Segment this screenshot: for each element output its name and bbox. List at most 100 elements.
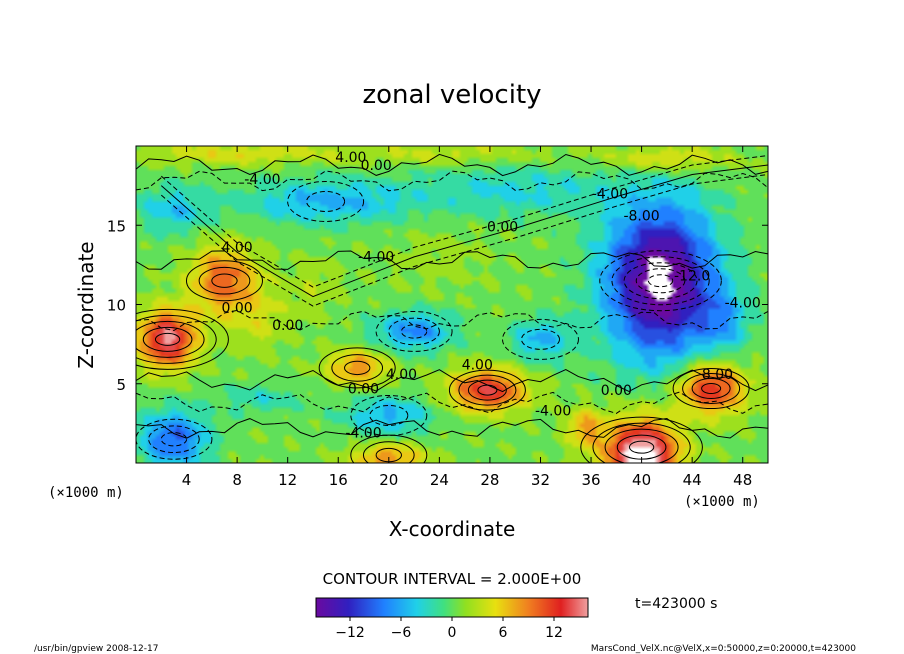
colorbar-tick-label: −6 (391, 625, 412, 641)
contour-line (611, 256, 710, 306)
contour-line (362, 441, 415, 463)
footer-right: MarsCond_VelX.nc@VelX,x=0:50000,z=0:2000… (591, 644, 856, 654)
contour-line (458, 374, 517, 406)
x-tick-label: 40 (632, 471, 651, 489)
contour-line (388, 317, 440, 346)
contour-line (520, 328, 560, 350)
contour-line (160, 432, 188, 447)
contour-line (369, 404, 409, 426)
contour-label: 4.00 (462, 357, 493, 373)
colorbar-tick-label: −12 (335, 625, 365, 641)
x-tick-label: 4 (182, 471, 192, 489)
contour-line (136, 391, 768, 414)
contour-line (331, 354, 384, 382)
x-tick-label: 8 (232, 471, 242, 489)
contour-line (136, 320, 205, 358)
contour-line (136, 153, 768, 177)
x-unit-label-right: (×1000 m) (684, 494, 760, 510)
x-axis: 4 8 12 16 20 24 28 32 36 40 44 48 (182, 146, 752, 489)
contour-line (604, 428, 679, 463)
contour-label: 0.00 (361, 158, 392, 174)
contour-line (136, 314, 217, 364)
x-tick-label: 36 (581, 471, 600, 489)
x-tick-label: 44 (683, 471, 702, 489)
contour-line (136, 417, 768, 439)
contour-line (350, 434, 428, 463)
contour-label: -4.00 (725, 296, 761, 312)
contour-line (160, 155, 768, 288)
contour-label: 0.00 (601, 383, 632, 399)
contour-line (136, 418, 213, 460)
contour-line (160, 174, 768, 307)
contour-label: 0.00 (348, 381, 379, 397)
contour-line (691, 378, 731, 400)
contour-line (375, 310, 453, 352)
x-tick-label: 28 (480, 471, 499, 489)
contour-line (306, 190, 346, 212)
contour-label: -4.00 (244, 172, 280, 188)
contour-line (647, 274, 674, 288)
contour-line (635, 268, 686, 294)
colorbar-tick-label: 12 (545, 625, 563, 641)
contour-line (599, 250, 722, 312)
contour-line (185, 260, 263, 302)
x-tick-label: 20 (379, 471, 398, 489)
footer-left: /usr/bin/gpview 2008-12-17 (34, 644, 158, 654)
contour-label: -4.00 (592, 186, 628, 202)
contour-line (672, 368, 750, 410)
x-tick-label: 24 (430, 471, 449, 489)
colorbar (315, 597, 589, 618)
x-tick-label: 16 (329, 471, 348, 489)
time-stamp: t=423000 s (635, 596, 717, 612)
contour-line (501, 318, 579, 360)
contour-line (154, 332, 181, 346)
contour-line (136, 170, 768, 192)
contour-lines (136, 153, 768, 463)
contour-line (136, 369, 768, 393)
contour-line (136, 250, 768, 270)
contour-label: 4.00 (386, 367, 417, 383)
x-tick-label: 48 (733, 471, 752, 489)
x-axis-label: X-coordinate (389, 517, 516, 541)
colorbar-tick-label: 0 (448, 625, 457, 641)
contour-line (287, 180, 365, 222)
contour-label: 0.00 (487, 220, 518, 236)
contour-line (211, 273, 238, 288)
contour-line (580, 416, 703, 463)
y-axis-label: Z-coordinate (74, 241, 98, 368)
contour-label: 0.00 (272, 318, 303, 334)
contour-line (136, 308, 229, 370)
contour-label: 4.00 (222, 240, 253, 256)
contour-line (701, 383, 722, 395)
contour-line (148, 425, 200, 454)
chart-title: zonal velocity (362, 80, 541, 110)
contour-label: -4.00 (358, 250, 394, 266)
colorbar-tick-label: 6 (499, 625, 508, 641)
x-tick-label: 32 (531, 471, 550, 489)
contour-line (682, 373, 741, 405)
contour-label: -12.0 (674, 269, 710, 285)
y-axis: 5 10 15 (107, 217, 768, 394)
contour-line (198, 266, 251, 295)
x-unit-label: (×1000 m) (48, 485, 124, 501)
contour-line (142, 326, 193, 352)
contour-line (628, 440, 655, 454)
contour-label: -4.00 (345, 426, 381, 442)
contour-label: 4.00 (335, 150, 366, 166)
contour-line (318, 347, 396, 389)
contour-label: 0.00 (222, 300, 253, 316)
contour-line (592, 422, 691, 463)
contour-line (136, 309, 768, 332)
contour-labels: 4.000.00-4.004.000.00-4.000.00-8.00-12.0… (222, 150, 761, 442)
contour-line (400, 324, 428, 339)
y-tick-label: 15 (107, 217, 126, 235)
contour-line (350, 394, 428, 436)
contour-line (623, 262, 698, 300)
plot-area: 4.000.00-4.004.000.00-4.000.00-8.00-12.0… (136, 146, 768, 463)
contour-line (467, 379, 507, 401)
y-tick-label: 10 (107, 297, 126, 315)
contour-line (448, 369, 526, 411)
contour-label: -4.00 (535, 403, 571, 419)
contour-line (344, 360, 371, 376)
